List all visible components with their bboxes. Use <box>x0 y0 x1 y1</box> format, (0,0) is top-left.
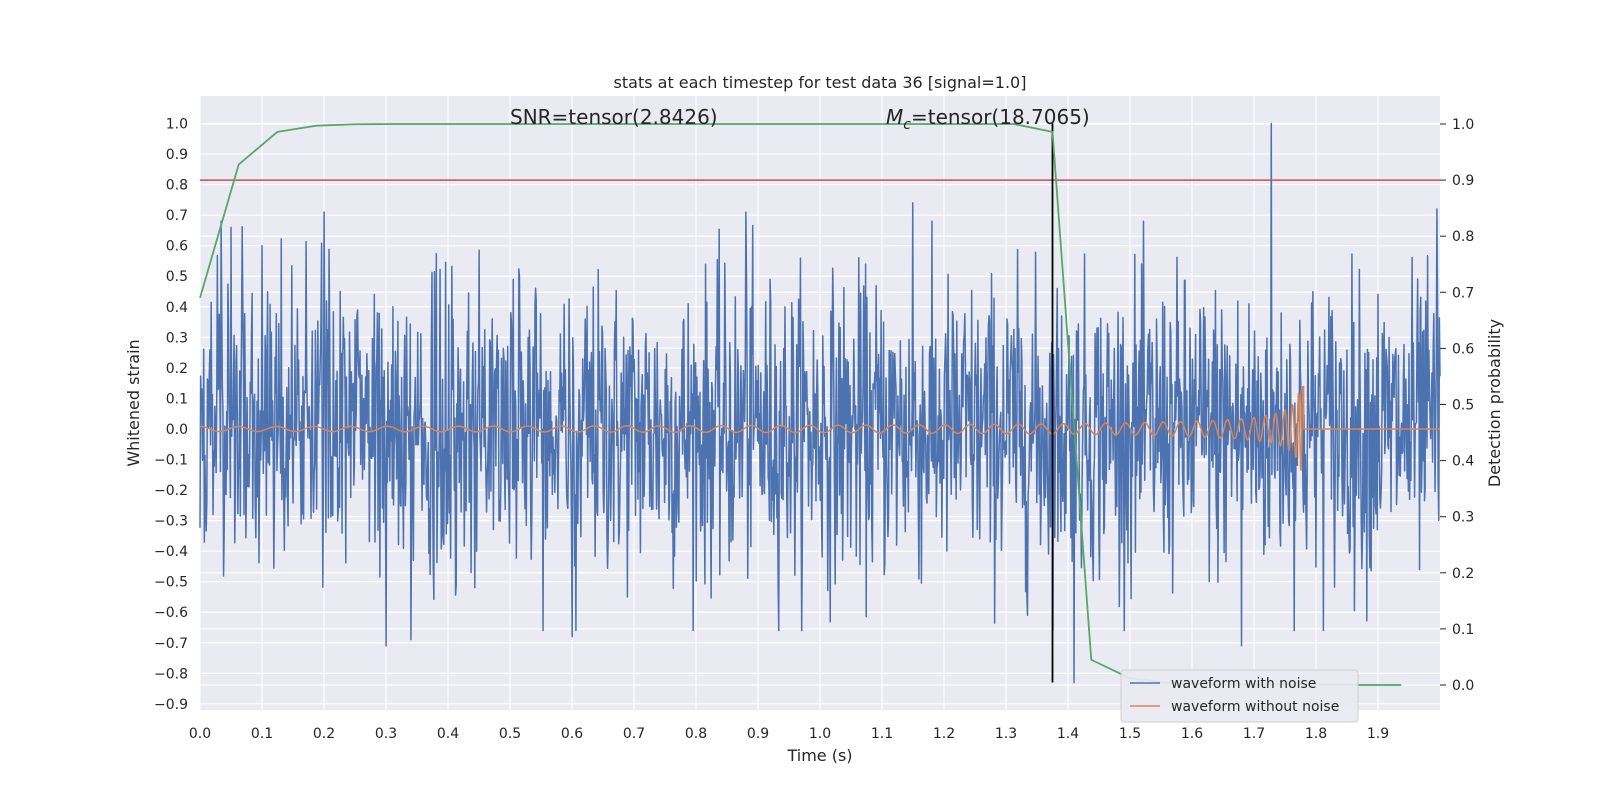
y-right-tick-label: 0.8 <box>1452 229 1474 245</box>
legend: waveform with noise waveform without noi… <box>1120 669 1359 723</box>
y-left-tick-label: −0.8 <box>154 666 188 682</box>
line-waveform-with-noise <box>199 122 1441 684</box>
x-tick-label: 1.1 <box>871 726 893 742</box>
y-left-tick-label: 0.8 <box>166 178 188 194</box>
y-left-tick-label: −0.5 <box>154 575 188 591</box>
annotation-chirp-mass: Mc=tensor(18.7065) <box>886 105 1090 133</box>
x-tick-label: 1.9 <box>1367 726 1389 742</box>
y-left-tick-label: 0.7 <box>166 208 188 224</box>
x-tick-label: 0.0 <box>189 726 211 742</box>
y-right-tick-label: 0.6 <box>1452 341 1474 357</box>
x-tick-label: 0.2 <box>313 726 335 742</box>
y-left-tick-label: −0.9 <box>154 697 188 713</box>
y-left-tick-label: −0.2 <box>154 483 188 499</box>
chart-title: stats at each timestep for test data 36 … <box>614 73 1027 92</box>
y-left-tick-label: −0.3 <box>154 514 188 530</box>
x-tick-label: 0.4 <box>437 726 459 742</box>
y-left-tick-label: 0.3 <box>166 330 188 346</box>
x-axis-ticks: 0.0 0.1 0.2 0.3 0.4 0.5 0.6 0.7 0.8 0.9 1.0 1.1 1.2 1… <box>189 726 1389 742</box>
y-left-tick-label: −0.7 <box>154 636 188 652</box>
y-right-tick-label: 0.3 <box>1452 510 1474 526</box>
x-tick-label: 0.9 <box>747 726 769 742</box>
legend-label-noise: waveform with noise <box>1171 676 1316 692</box>
y-right-tick-label: 0.9 <box>1452 173 1474 189</box>
y-left-axis-ticks: 1.0 0.9 0.8 0.7 0.6 0.5 0.4 0.3 0.2 0.1 0.0 −0.1 −0.… <box>154 116 188 712</box>
y-left-tick-label: 0.2 <box>166 361 188 377</box>
x-tick-label: 1.2 <box>933 726 955 742</box>
legend-label-clean: waveform without noise <box>1171 699 1339 715</box>
x-tick-label: 0.3 <box>375 726 397 742</box>
annotation-chirp-mass-subscript: c <box>903 117 911 133</box>
y-right-axis-label: Detection probability <box>1485 319 1504 487</box>
x-tick-label: 1.5 <box>1119 726 1141 742</box>
x-tick-label: 1.4 <box>1057 726 1079 742</box>
series-waveform-without-noise <box>199 385 1440 472</box>
x-tick-label: 1.8 <box>1305 726 1327 742</box>
y-right-tick-label: 0.5 <box>1452 398 1474 414</box>
line-waveform-without-noise <box>199 385 1440 472</box>
y-right-tick-label: 0.2 <box>1452 566 1474 582</box>
y-left-tick-label: −0.4 <box>154 544 188 560</box>
y-left-tick-label: 0.9 <box>166 147 188 163</box>
y-left-tick-label: −0.6 <box>154 605 188 621</box>
x-tick-label: 0.7 <box>623 726 645 742</box>
x-tick-label: 1.3 <box>995 726 1017 742</box>
x-tick-label: 0.6 <box>561 726 583 742</box>
y-left-tick-label: 0.5 <box>166 269 188 285</box>
legend-box <box>1120 669 1359 723</box>
x-tick-label: 1.0 <box>809 726 831 742</box>
x-axis-label: Time (s) <box>786 746 852 765</box>
annotation-chirp-mass-value: =tensor(18.7065) <box>911 105 1090 129</box>
x-tick-label: 0.8 <box>685 726 707 742</box>
y-right-tick-label: 0.7 <box>1452 285 1474 301</box>
y-right-tick-label: 0.1 <box>1452 622 1474 638</box>
y-right-tick-label: 1.0 <box>1452 117 1474 133</box>
y-left-tick-label: 0.6 <box>166 239 188 255</box>
x-tick-label: 0.5 <box>499 726 521 742</box>
x-tick-label: 0.1 <box>251 726 273 742</box>
y-right-tick-label: 0.4 <box>1452 454 1474 470</box>
y-right-tick-label: 0.0 <box>1452 678 1474 694</box>
x-tick-label: 1.7 <box>1243 726 1265 742</box>
y-left-axis-label: Whitened strain <box>124 339 143 466</box>
series-waveform-with-noise <box>199 122 1441 684</box>
annotation-snr: SNR=tensor(2.8426) <box>510 105 718 129</box>
y-left-tick-label: −0.1 <box>154 453 188 469</box>
y-left-tick-label: 0.4 <box>166 300 188 316</box>
x-tick-label: 1.6 <box>1181 726 1203 742</box>
y-left-tick-label: 0.1 <box>166 391 188 407</box>
y-left-tick-label: 1.0 <box>166 116 188 132</box>
annotation-chirp-mass-symbol: M <box>886 105 903 129</box>
y-right-axis-ticks: 1.0 0.9 0.8 0.7 0.6 0.5 0.4 0.3 0.2 0.1 0.0 <box>1440 117 1474 694</box>
y-left-tick-label: 0.0 <box>166 422 188 438</box>
